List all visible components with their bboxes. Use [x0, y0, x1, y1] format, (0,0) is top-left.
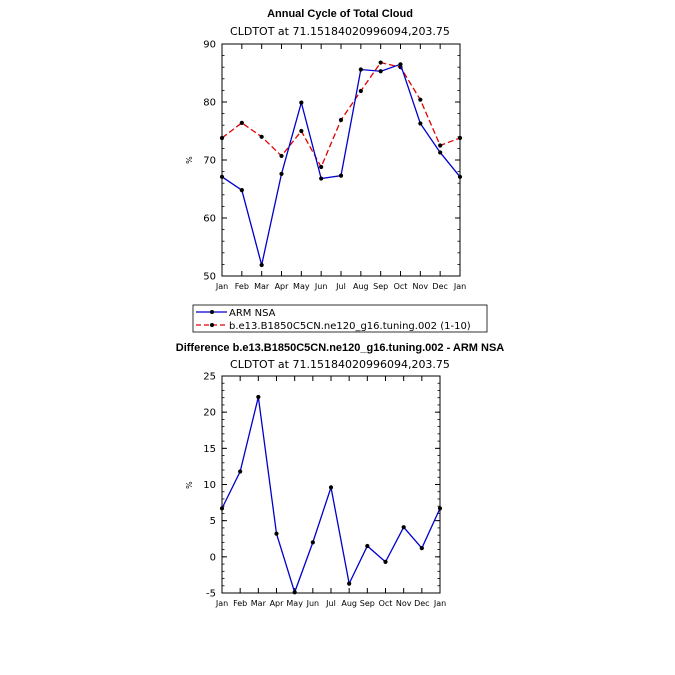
chart1-xtick-label: Jan — [453, 282, 466, 291]
legend-label-obs: ARM NSA — [229, 308, 276, 319]
chart1-xtick-label: Jan — [215, 282, 228, 291]
legend-label-model: b.e13.B1850C5CN.ne120_g16.tuning.002 (1-… — [229, 321, 471, 332]
chart1-frame — [221, 43, 461, 277]
chart2-xtick-label: Sep — [360, 599, 375, 608]
chart1-xtick-label: Jun — [314, 282, 328, 291]
chart2-ytick-label: 20 — [203, 408, 216, 419]
chart1-point-1 — [239, 120, 244, 125]
chart1-xtick-label: Sep — [373, 282, 388, 291]
chart1-point-0 — [418, 121, 423, 126]
chart1-point-1 — [418, 97, 423, 102]
difference-chart: Difference b.e13.B1850C5CN.ne120_g16.tun… — [176, 342, 505, 608]
chart2-frame — [221, 375, 441, 594]
chart1-point-1 — [279, 153, 284, 159]
chart1-point-1 — [219, 135, 225, 141]
chart1-point-1 — [358, 88, 363, 94]
chart2-ytick-label: -5 — [206, 589, 216, 600]
chart2-point-0 — [219, 506, 225, 511]
chart1-point-0 — [239, 188, 244, 193]
chart2-xtick-label: Jan — [215, 599, 228, 608]
chart1-point-0 — [438, 150, 443, 155]
legend-box — [192, 304, 488, 333]
chart2-xtick-label: Jun — [306, 599, 320, 608]
chart1-series-line-0 — [221, 63, 461, 266]
chart2-point-0 — [328, 485, 334, 490]
chart2-point-0 — [365, 543, 370, 549]
chart1-xtick-label: Oct — [394, 282, 408, 291]
chart1-point-0 — [279, 171, 284, 177]
chart2-ytick-label: 0 — [210, 552, 216, 563]
chart2-xtick-label: Mar — [251, 599, 267, 608]
chart1-ylabel: % — [185, 156, 194, 164]
chart1-xtick-label: Aug — [353, 282, 369, 291]
chart2-xtick-label: Jul — [325, 599, 336, 608]
chart1-point-0 — [219, 174, 225, 179]
chart2-xtick-label: Aug — [341, 599, 357, 608]
chart2-series-line-0 — [221, 396, 441, 595]
annual-cycle-chart: Annual Cycle of Total Cloud CLDTOT at 71… — [185, 8, 466, 291]
chart2-ytick-label: 10 — [203, 480, 216, 491]
chart2-point-0 — [310, 540, 315, 545]
chart2-xtick-label: Feb — [233, 599, 247, 608]
chart2-ylabel: % — [185, 481, 194, 489]
chart2-xtick-label: Dec — [414, 599, 429, 608]
chart2-point-0 — [383, 559, 388, 564]
chart2-point-0 — [256, 394, 261, 400]
chart1-ytick-label: 70 — [203, 156, 216, 167]
chart1-point-0 — [319, 176, 324, 181]
chart2-point-0 — [347, 581, 352, 586]
chart1-xtick-label: Dec — [432, 282, 447, 291]
chart1-point-1 — [457, 135, 463, 141]
chart2-point-0 — [292, 590, 297, 595]
chart2-point-0 — [274, 531, 279, 536]
chart2-point-0 — [419, 546, 424, 551]
chart2-subtitle: CLDTOT at 71.15184020996094,203.75 — [230, 358, 450, 371]
chart1-ytick-label: 80 — [203, 98, 216, 109]
chart1-title: Annual Cycle of Total Cloud — [267, 8, 413, 20]
chart1-xtick-label: Apr — [275, 282, 290, 291]
chart2-ytick-label: 15 — [203, 444, 216, 455]
chart2-ytick-label: 5 — [210, 516, 216, 527]
chart1-xtick-label: May — [293, 282, 310, 291]
chart1-subtitle: CLDTOT at 71.15184020996094,203.75 — [230, 25, 450, 38]
chart1-point-0 — [457, 174, 463, 179]
chart1-ytick-label: 60 — [203, 214, 216, 225]
chart1-point-1 — [378, 60, 383, 65]
chart1-point-1 — [438, 143, 443, 148]
chart1-ytick-label: 90 — [203, 40, 216, 51]
chart2-title: Difference b.e13.B1850C5CN.ne120_g16.tun… — [176, 342, 505, 354]
chart1-xtick-label: Mar — [254, 282, 270, 291]
chart2-xtick-label: May — [286, 599, 303, 608]
chart2-xtick-label: Apr — [270, 599, 285, 608]
chart2-xtick-label: Oct — [379, 599, 393, 608]
chart1-ytick-label: 50 — [203, 272, 216, 283]
chart1-point-0 — [378, 69, 383, 74]
chart1-point-1 — [259, 134, 264, 139]
chart2-xtick-label: Nov — [396, 599, 412, 608]
chart2-point-0 — [238, 469, 243, 474]
chart1-xtick-label: Nov — [413, 282, 429, 291]
chart1-point-0 — [398, 62, 403, 67]
legend-marker-obs — [210, 310, 214, 314]
chart1-xtick-label: Feb — [235, 282, 249, 291]
chart1-point-1 — [299, 128, 304, 134]
chart1-point-0 — [358, 67, 363, 72]
chart2-point-0 — [401, 525, 406, 530]
chart2-xtick-label: Jan — [433, 599, 446, 608]
legend-marker-model — [210, 323, 214, 327]
chart1-point-0 — [338, 173, 344, 178]
chart1-series-line-1 — [221, 61, 461, 169]
chart1-point-1 — [319, 164, 324, 170]
chart1-point-0 — [259, 262, 264, 268]
legend: ARM NSA b.e13.B1850C5CN.ne120_g16.tuning… — [192, 304, 488, 333]
chart1-point-1 — [338, 117, 344, 123]
chart2-point-0 — [437, 506, 443, 511]
chart1-point-0 — [299, 100, 304, 105]
chart1-xtick-label: Jul — [335, 282, 346, 291]
chart2-ytick-label: 25 — [203, 372, 216, 383]
